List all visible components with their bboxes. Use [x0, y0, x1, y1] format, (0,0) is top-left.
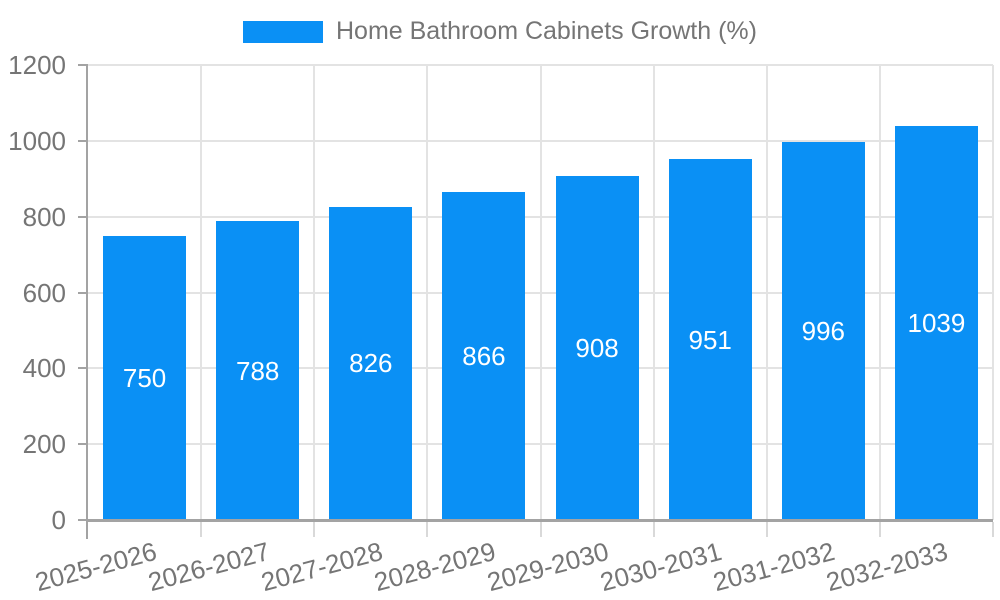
x-axis-tick	[426, 522, 429, 537]
y-axis-tick	[78, 215, 88, 218]
x-gridline	[200, 65, 203, 520]
x-gridline	[426, 65, 429, 520]
bar-value-label: 951	[688, 324, 732, 355]
bar[interactable]	[781, 142, 865, 520]
bar-value-label: 996	[801, 316, 845, 347]
bar[interactable]	[555, 175, 639, 520]
x-axis-tick	[992, 522, 994, 537]
y-axis-tick	[78, 367, 88, 370]
legend[interactable]: Home Bathroom Cabinets Growth (%)	[0, 17, 1000, 46]
y-tick-label: 200	[22, 429, 66, 460]
x-tick-label: 2029-2030	[483, 536, 612, 598]
y-tick-label: 1200	[8, 50, 66, 80]
x-axis-line	[86, 519, 993, 522]
y-axis-tick	[78, 443, 88, 446]
bar[interactable]	[894, 126, 978, 520]
bar[interactable]	[216, 221, 300, 520]
bar[interactable]	[668, 159, 752, 520]
y-axis-line	[86, 65, 88, 539]
x-tick-label: 2030-2031	[597, 536, 725, 598]
y-tick-label: 400	[22, 353, 66, 384]
bar-value-label: 1039	[907, 308, 966, 339]
legend-label: Home Bathroom Cabinets Growth (%)	[336, 17, 757, 45]
x-tick-label: 2031-2032	[710, 536, 839, 598]
x-axis-tick	[765, 522, 768, 537]
bar[interactable]	[442, 191, 526, 520]
x-gridline	[765, 65, 768, 520]
y-axis-tick	[78, 64, 88, 66]
y-tick-label: 1000	[8, 125, 66, 156]
x-gridline	[992, 65, 994, 520]
x-tick-label: 2026-2027	[144, 536, 273, 598]
bar-value-label: 866	[462, 340, 506, 371]
y-tick-label: 0	[51, 505, 66, 535]
legend-swatch-icon	[243, 20, 323, 43]
y-axis-tick	[78, 139, 88, 142]
x-axis-tick	[652, 522, 655, 537]
bar-value-label: 750	[122, 362, 167, 393]
x-axis-tick	[313, 522, 316, 537]
x-tick-label: 2028-2029	[370, 536, 499, 598]
x-gridline	[539, 65, 542, 520]
x-tick-label: 2032-2033	[823, 536, 952, 598]
y-axis-tick	[78, 291, 88, 294]
y-tick-label: 600	[22, 277, 66, 308]
x-axis-tick	[878, 522, 881, 537]
x-gridline	[652, 65, 655, 520]
x-tick-label: 2025-2026	[31, 536, 160, 598]
bar[interactable]	[329, 206, 413, 520]
bar-value-label: 908	[575, 332, 619, 363]
x-axis-tick	[539, 522, 542, 537]
bar-value-label: 826	[349, 348, 393, 379]
bar[interactable]	[103, 235, 187, 520]
x-axis-tick	[200, 522, 203, 537]
y-tick-label: 800	[22, 201, 66, 232]
x-gridline	[878, 65, 881, 520]
y-axis-tick	[78, 519, 88, 521]
x-gridline	[313, 65, 316, 520]
x-tick-label: 2027-2028	[257, 536, 386, 598]
bar-value-label: 788	[235, 355, 280, 386]
